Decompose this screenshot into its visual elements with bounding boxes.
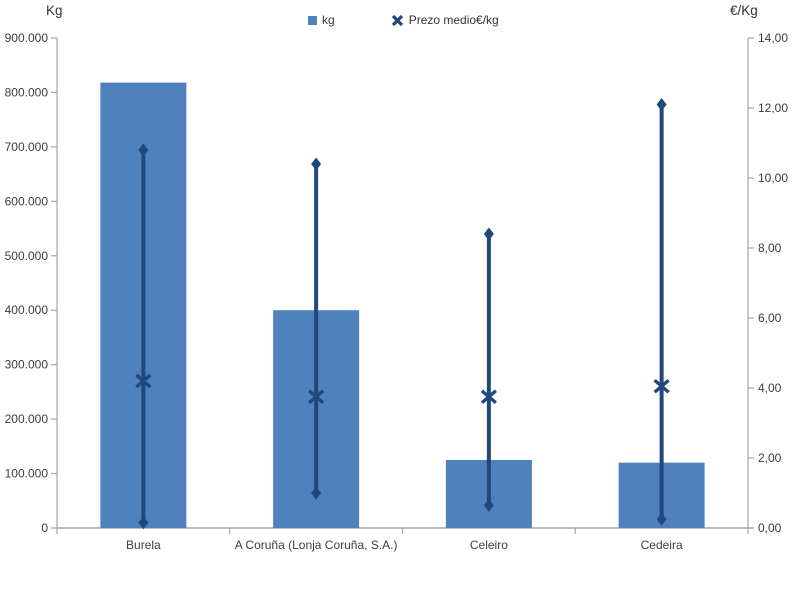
- price-min-diamond-2: [483, 498, 494, 512]
- x-marker-icon: [391, 14, 403, 26]
- left-axis-tick-label: 600.000: [5, 194, 49, 208]
- avg-price-marker-3: [653, 378, 670, 394]
- right-axis-tick-label: 14,00: [758, 31, 788, 45]
- right-axis-tick-label: 6,00: [758, 311, 782, 325]
- right-axis-tick-label: 8,00: [758, 241, 782, 255]
- price-min-diamond-1: [311, 486, 322, 500]
- legend-item-kg: kg: [308, 13, 335, 27]
- right-axis-tick-label: 4,00: [758, 381, 782, 395]
- x-marker-path: [391, 14, 403, 26]
- legend-label-kg: kg: [322, 13, 335, 27]
- category-label-2: Celeiro: [470, 538, 508, 552]
- price-max-diamond-2: [483, 227, 494, 241]
- category-label-1: A Coruña (Lonja Coruña, S.A.): [235, 538, 398, 552]
- category-label-0: Burela: [126, 538, 161, 552]
- left-axis-tick-label: 800.000: [5, 85, 49, 99]
- avg-price-marker-0: [135, 373, 152, 389]
- bar-series-swatch-icon: [308, 15, 317, 25]
- right-axis-tick-label: 12,00: [758, 101, 788, 115]
- price-max-diamond-3: [656, 98, 667, 111]
- left-axis-tick-label: 200.000: [5, 412, 49, 426]
- legend-label-prezo-medio: Prezo medio€/kg: [408, 13, 499, 27]
- left-axis-tick-label: 100.000: [5, 467, 49, 481]
- right-axis-tick-label: 2,00: [758, 451, 782, 465]
- legend-item-prezo-medio: Prezo medio€/kg: [391, 13, 499, 27]
- left-axis-tick-label: 400.000: [5, 303, 49, 317]
- price-max-diamond-0: [138, 143, 149, 157]
- price-min-diamond-0: [138, 516, 149, 530]
- avg-price-marker-2: [480, 389, 497, 405]
- avg-price-marker-1: [308, 389, 325, 405]
- right-axis-tick-label: 10,00: [758, 171, 788, 185]
- left-axis-title: Kg: [46, 3, 63, 18]
- category-label-3: Cedeira: [641, 538, 683, 552]
- left-axis-tick-label: 700.000: [5, 140, 49, 154]
- left-axis-tick-label: 0: [41, 521, 48, 535]
- legend: kg Prezo medio€/kg: [308, 13, 499, 27]
- price-min-diamond-3: [656, 512, 667, 526]
- right-axis-tick-label: 0,00: [758, 521, 782, 535]
- left-axis-tick-label: 500.000: [5, 249, 49, 263]
- left-axis-tick-label: 300.000: [5, 358, 49, 372]
- price-max-diamond-1: [311, 157, 322, 171]
- right-axis-title: €/Kg: [730, 3, 758, 18]
- left-axis-tick-label: 900.000: [5, 31, 49, 45]
